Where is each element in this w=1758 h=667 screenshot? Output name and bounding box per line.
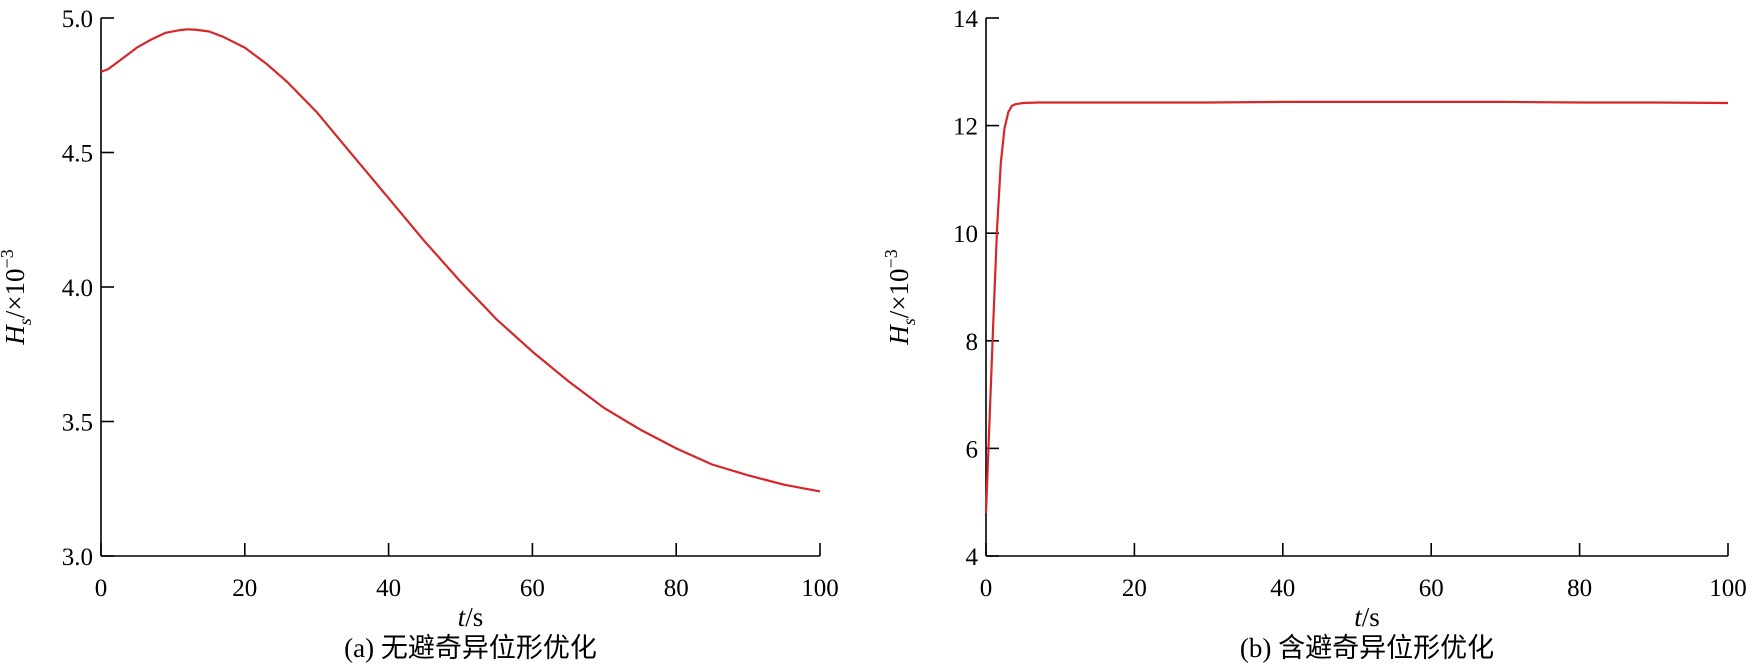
x-tick-label: 80 xyxy=(664,575,689,602)
x-tick-label: 0 xyxy=(95,575,108,602)
x-axis-label: t/s xyxy=(1354,602,1380,632)
y-tick-label: 14 xyxy=(953,6,979,33)
x-tick-label: 20 xyxy=(232,575,257,602)
y-axis-label: Hs/×10−3 xyxy=(881,249,919,345)
x-tick-label: 80 xyxy=(1567,575,1592,602)
panel-caption: (a) 无避奇异位形优化 xyxy=(344,633,597,663)
x-tick-label: 40 xyxy=(376,575,401,602)
y-tick-label: 5.0 xyxy=(62,6,93,33)
y-axis-label: Hs/×10−3 xyxy=(0,249,35,345)
x-tick-label: 40 xyxy=(1270,575,1295,602)
y-tick-label: 3.5 xyxy=(62,410,93,437)
series-line xyxy=(100,28,821,493)
x-tick-label: 100 xyxy=(1709,575,1747,602)
x-tick-label: 100 xyxy=(801,575,839,602)
x-tick-label: 20 xyxy=(1122,575,1147,602)
y-tick-label: 4 xyxy=(966,544,979,571)
series-line xyxy=(984,100,1729,514)
panel-caption: (b) 含避奇异位形优化 xyxy=(1240,633,1494,663)
x-tick-label: 60 xyxy=(520,575,545,602)
y-tick-label: 4.5 xyxy=(62,141,93,168)
x-tick-label: 60 xyxy=(1419,575,1444,602)
chart-panel-a: 3.0 3.5 4.0 4.5 5.0 0 20 40 60 80 100 t/s Hs/×10−3 (a… xyxy=(0,6,839,663)
x-axis-label: t/s xyxy=(458,602,484,632)
y-tick-label: 12 xyxy=(953,114,978,141)
y-tick-label: 3.0 xyxy=(62,544,93,571)
x-tick-label: 0 xyxy=(980,575,993,602)
y-tick-label: 8 xyxy=(966,329,979,356)
chart-panel-b: 4 6 8 10 12 14 0 20 40 60 80 100 t/s Hs/×10−3 (b) 含避奇异… xyxy=(881,6,1747,663)
y-tick-label: 4.0 xyxy=(62,275,93,302)
y-tick-label: 10 xyxy=(953,221,978,248)
y-tick-label: 6 xyxy=(966,436,979,463)
